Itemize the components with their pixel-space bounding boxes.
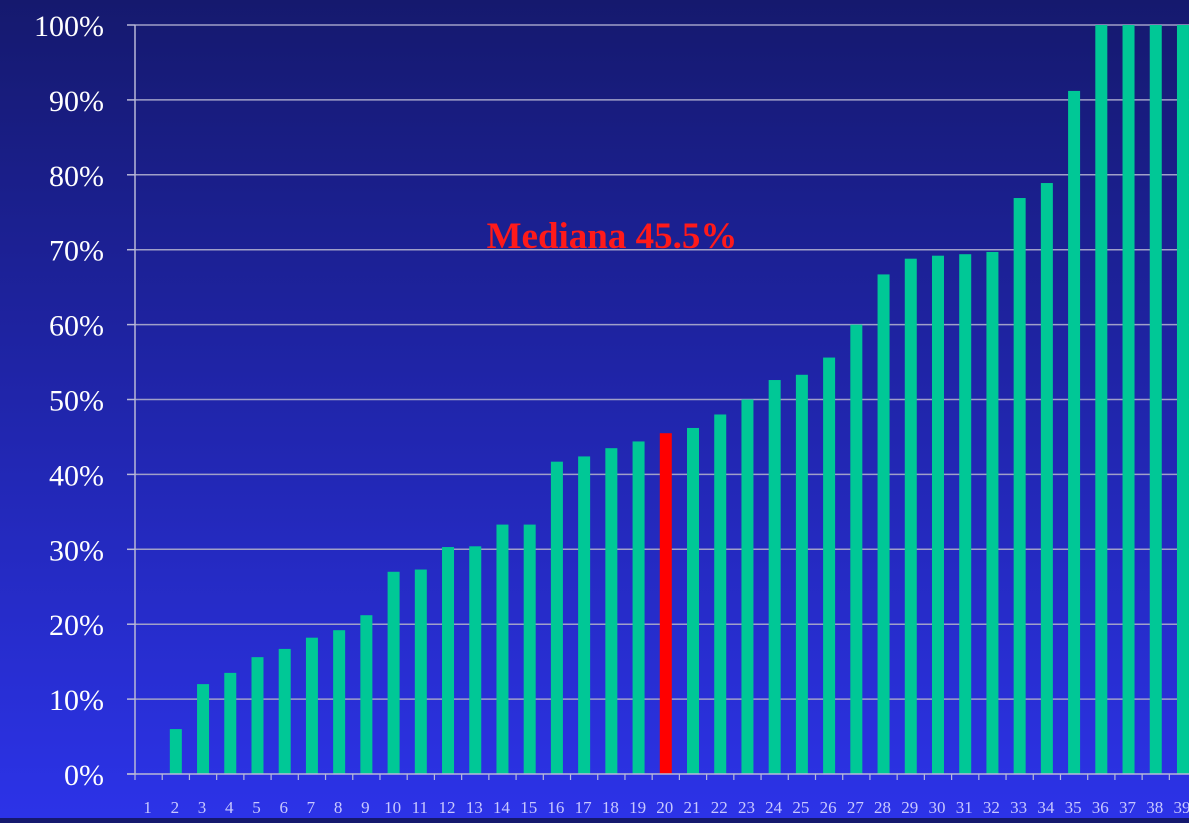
y-tick-label: 30% — [49, 534, 104, 567]
bar — [197, 684, 210, 774]
bar — [768, 380, 781, 774]
x-tick-label: 39 — [1173, 798, 1189, 817]
x-tick-label: 20 — [656, 798, 673, 817]
x-tick-label: 11 — [412, 798, 428, 817]
bar — [959, 254, 972, 775]
bar — [1068, 90, 1081, 775]
bar — [387, 571, 400, 774]
bar — [931, 255, 944, 774]
median-bar — [659, 433, 672, 774]
bar — [1095, 25, 1108, 774]
x-tick-label: 37 — [1119, 798, 1137, 817]
x-tick-label: 19 — [629, 798, 646, 817]
y-tick-label: 20% — [49, 609, 104, 642]
bar — [550, 461, 563, 774]
x-tick-label: 15 — [520, 798, 537, 817]
x-tick-label: 16 — [547, 798, 564, 817]
x-tick-label: 31 — [956, 798, 973, 817]
bar — [1149, 25, 1162, 774]
y-tick-label: 80% — [49, 160, 104, 193]
bar — [523, 524, 536, 774]
median-annotation: Mediana 45.5% — [487, 216, 738, 257]
x-tick-label: 12 — [439, 798, 456, 817]
bar — [360, 615, 373, 774]
x-tick-label: 2 — [171, 798, 180, 817]
x-tick-label: 10 — [384, 798, 401, 817]
bar — [632, 441, 645, 774]
bar — [823, 357, 836, 774]
x-tick-label: 6 — [279, 798, 288, 817]
x-tick-label: 14 — [493, 798, 511, 817]
bar — [1176, 25, 1189, 774]
x-tick-label: 36 — [1092, 798, 1109, 817]
x-tick-label: 30 — [928, 798, 945, 817]
x-tick-label: 21 — [684, 798, 701, 817]
axes — [127, 25, 1189, 780]
y-tick-label: 90% — [49, 85, 104, 118]
bar — [496, 524, 509, 774]
x-tick-label: 7 — [307, 798, 316, 817]
bar — [1013, 198, 1026, 775]
x-tick-label: 4 — [225, 798, 234, 817]
x-tick-label: 34 — [1037, 798, 1055, 817]
x-tick-label: 9 — [361, 798, 370, 817]
bar — [714, 414, 727, 774]
bar — [469, 546, 482, 774]
bar — [414, 569, 427, 774]
bars — [169, 25, 1189, 775]
bar — [224, 672, 237, 774]
bar — [850, 324, 863, 774]
bar — [605, 448, 618, 774]
bar — [305, 637, 318, 774]
bar — [1040, 183, 1053, 774]
x-tick-label: 32 — [983, 798, 1000, 817]
y-tick-label: 10% — [49, 684, 104, 717]
x-tick-label: 28 — [874, 798, 891, 817]
x-tick-label: 5 — [252, 798, 261, 817]
x-tick-label: 22 — [711, 798, 728, 817]
x-tick-label: 3 — [198, 798, 207, 817]
x-tick-label: 17 — [575, 798, 593, 817]
bar — [278, 648, 291, 774]
bar — [1122, 25, 1135, 774]
y-tick-label: 70% — [49, 235, 104, 268]
x-tick-label: 8 — [334, 798, 343, 817]
y-tick-label: 40% — [49, 459, 104, 492]
x-tick-label: 35 — [1065, 798, 1082, 817]
x-tick-label: 13 — [466, 798, 483, 817]
x-tick-label: 23 — [738, 798, 755, 817]
bar — [877, 274, 890, 774]
bar — [442, 547, 455, 774]
x-tick-label: 29 — [901, 798, 918, 817]
y-tick-labels: 0% 10% 20% 30% 40% 50% 60% 70% 80% 90% 100% — [34, 10, 104, 792]
bar — [687, 427, 700, 774]
x-tick-label: 25 — [792, 798, 809, 817]
y-tick-label: 0% — [64, 759, 104, 792]
bar — [251, 657, 264, 774]
bar — [904, 258, 917, 774]
bar — [795, 374, 808, 774]
bar — [333, 630, 346, 774]
bar — [578, 456, 591, 774]
x-tick-label: 26 — [820, 798, 837, 817]
x-tick-label: 38 — [1146, 798, 1163, 817]
x-tick-label: 1 — [143, 798, 152, 817]
y-tick-label: 60% — [49, 310, 104, 343]
y-tick-label: 100% — [34, 10, 104, 43]
x-tick-label: 18 — [602, 798, 619, 817]
bar — [169, 729, 182, 774]
y-tick-label: 50% — [49, 385, 104, 418]
x-tick-label: 27 — [847, 798, 865, 817]
bar — [986, 251, 999, 774]
x-tick-labels: 1 2 3 4 5 6 7 8 9 10 11 12 13 14 15 16 17 18 19 20 21 22 23 24 2… — [143, 798, 1189, 817]
x-tick-label: 33 — [1010, 798, 1027, 817]
bar — [741, 399, 754, 774]
x-tick-label: 24 — [765, 798, 783, 817]
